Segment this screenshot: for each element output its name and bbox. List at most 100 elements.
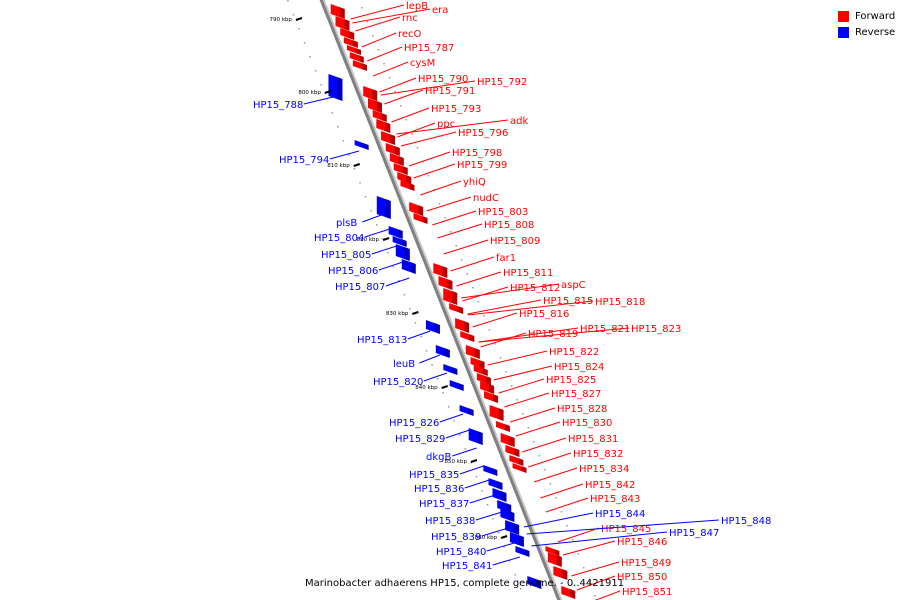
forward-gene-block (409, 202, 424, 216)
gene-label: lepB (406, 1, 428, 12)
guide-dot (488, 329, 491, 331)
legend-reverse: Reverse (838, 24, 895, 40)
guide-dot (386, 252, 389, 254)
forward-gene-block (500, 433, 515, 447)
gene-leader-line (437, 223, 483, 239)
gene-leader-line (413, 163, 456, 179)
guide-dot (481, 490, 483, 492)
guide-dot (292, 14, 295, 16)
forward-gene-block (484, 391, 499, 403)
guide-dot (594, 595, 596, 597)
gene-label: HP15_808 (484, 220, 534, 231)
gene-leader-line (373, 61, 409, 77)
guide-dot (475, 476, 478, 478)
kbp-tick-label: 860 kbp (475, 535, 498, 541)
gene-label: HP15_847 (669, 528, 719, 539)
gene-leader-line (576, 575, 616, 591)
gene-body (497, 500, 512, 513)
guide-dot (560, 511, 563, 513)
forward-gene-block (460, 331, 475, 342)
guide-dot (298, 28, 300, 30)
gene-leader-line (498, 378, 545, 394)
gene-label: yhiQ (463, 177, 486, 188)
gene-label: HP15_811 (503, 268, 553, 279)
guide-dot (544, 469, 546, 471)
legend: Forward Reverse (838, 8, 895, 40)
gene-shading (509, 511, 515, 522)
gene-leader-line (445, 429, 470, 439)
gene-shading (556, 555, 562, 567)
gene-label: cysM (410, 58, 435, 69)
gene-body (443, 364, 458, 375)
gene-leader-line (594, 590, 621, 600)
gene-shading (492, 468, 498, 476)
kbp-tick-mark (412, 311, 419, 315)
gene-shading (418, 205, 424, 216)
gene-label: HP15_809 (490, 236, 540, 247)
gene-body (425, 320, 440, 334)
guide-dot (375, 224, 378, 226)
forward-gene-block (547, 552, 562, 567)
reverse-gene-block (435, 345, 450, 358)
gene-shading (521, 466, 527, 473)
gene-leader-line (493, 365, 553, 381)
gene-body (352, 60, 367, 71)
gene-leader-line (571, 561, 620, 577)
reverse-swatch (838, 26, 849, 38)
reverse-gene-block (443, 364, 458, 375)
gene-leader-line (562, 540, 616, 556)
guide-dot (364, 196, 367, 198)
forward-gene-block (433, 263, 448, 278)
gene-shading (489, 384, 495, 394)
forward-gene-block (346, 45, 361, 55)
forward-gene-block (343, 37, 358, 48)
gene-shading (469, 334, 475, 342)
forward-gene-block (385, 143, 400, 156)
guide-dot (549, 483, 552, 485)
gene-leader-line (408, 151, 451, 167)
gene-shading (498, 408, 504, 421)
gene-shading (474, 348, 480, 359)
gene-label: HP15_842 (585, 480, 635, 491)
gene-label: HP15_836 (414, 484, 464, 495)
gene-leader-line (400, 131, 457, 147)
guide-dot (342, 140, 345, 142)
guide-dot (398, 280, 400, 282)
guide-dot (411, 133, 413, 135)
reverse-gene-block (483, 465, 498, 476)
forward-gene-block (470, 357, 485, 369)
gene-leader-line (367, 46, 403, 62)
gene-leader-line (443, 239, 489, 255)
guide-dot (361, 7, 363, 9)
gene-body (484, 391, 499, 403)
gene-leader-line (540, 483, 584, 499)
gene-label: HP15_822 (549, 347, 599, 358)
gene-shading (447, 279, 453, 290)
guide-dot (409, 308, 411, 310)
gene-leader-line (531, 531, 668, 547)
gene-leader-line (350, 4, 405, 20)
reverse-gene-block (505, 520, 520, 535)
gene-shading (352, 40, 358, 48)
gene-shading (358, 55, 364, 63)
gene-shading (361, 63, 367, 71)
gene-leader-line (467, 299, 542, 315)
forward-gene-block (473, 365, 488, 376)
gene-body (527, 576, 542, 589)
forward-gene-block (438, 276, 453, 290)
gene-label: ppc (437, 119, 455, 130)
forward-gene-block (443, 288, 458, 305)
gene-shading (497, 481, 503, 490)
gene-body (480, 381, 495, 394)
gene-label: HP15_823 (631, 324, 681, 335)
guide-dot (566, 525, 568, 527)
guide-dot (403, 294, 406, 296)
gene-leader-line (384, 89, 424, 105)
guide-dot (399, 105, 402, 107)
reverse-gene-block (395, 244, 410, 261)
gene-shading (562, 569, 568, 580)
guide-dot (466, 273, 469, 275)
guide-dot (447, 406, 450, 408)
guide-dot (392, 266, 395, 268)
gene-leader-line (461, 283, 560, 299)
